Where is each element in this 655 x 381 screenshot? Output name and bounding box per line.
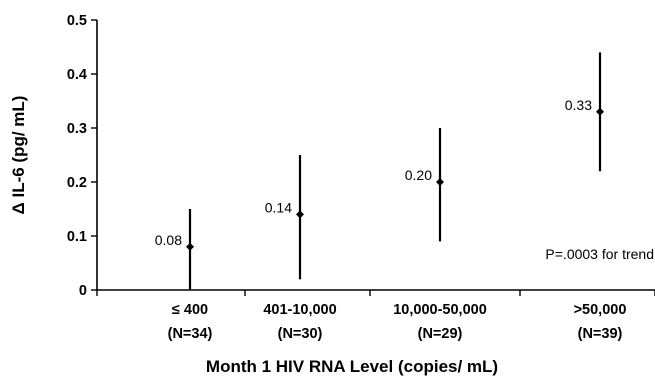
data-marks: 0.08 0.14 0.20 0.33 [155, 52, 604, 290]
data-point [186, 242, 194, 251]
x-axis-title: Month 1 HIV RNA Level (copies/ mL) [206, 357, 498, 376]
y-tick-label: 0.1 [67, 229, 87, 245]
y-axis-title: Δ IL-6 (pg/ mL) [9, 96, 28, 215]
x-tick-label: 401-10,000 [263, 302, 336, 318]
x-tick-label: 10,000-50,000 [393, 302, 487, 318]
y-tick-label: 0.2 [67, 175, 87, 191]
x-tick-label: ≤ 400 [172, 302, 208, 318]
data-label: 0.08 [155, 232, 182, 248]
data-label: 0.20 [405, 167, 432, 183]
data-point [296, 210, 304, 219]
y-tick-label: 0.5 [67, 13, 87, 29]
data-point [596, 107, 604, 116]
trend-annotation: P=.0003 for trend [545, 246, 654, 262]
y-tick-label: 0.4 [67, 67, 87, 83]
x-tick-n-label: (N=39) [578, 326, 623, 342]
x-tick-label: >50,000 [574, 302, 627, 318]
x-ticks: ≤ 400 (N=34) 401-10,000 (N=30) 10,000-50,000… [96, 290, 655, 342]
data-label: 0.33 [565, 97, 592, 113]
x-tick-n-label: (N=30) [278, 326, 323, 342]
y-tick-label: 0.3 [67, 121, 87, 137]
data-label: 0.14 [265, 199, 292, 215]
x-tick-n-label: (N=34) [168, 326, 213, 342]
data-point [436, 178, 444, 186]
y-tick-label: 0 [79, 283, 87, 299]
y-ticks: 0 0.1 0.2 0.3 0.4 0.5 [67, 13, 97, 299]
x-tick-n-label: (N=29) [418, 326, 463, 342]
